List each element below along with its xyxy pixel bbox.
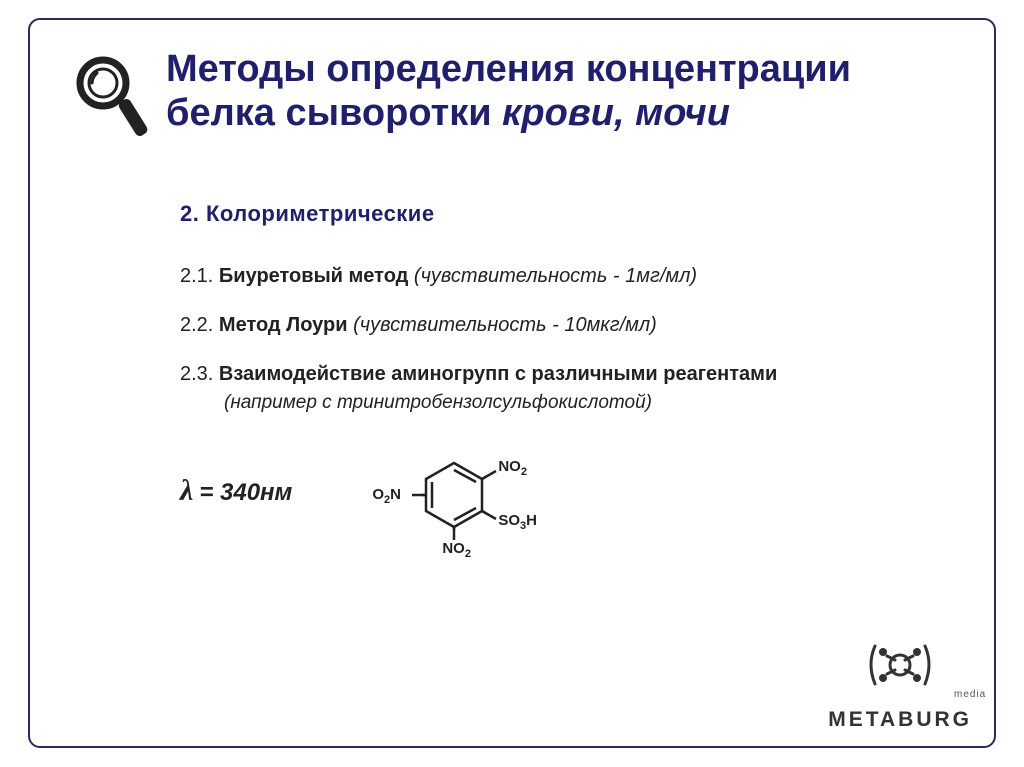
mol-right-tail: H [526,512,537,529]
method-name: Биуретовый метод [219,265,408,287]
method-num: 2.1. [180,265,213,287]
title-block: Методы определения концентрации белка сы… [166,48,851,135]
lambda-symbol: λ [180,474,193,508]
mol-left-tail: N [390,486,401,503]
lambda-eq: = 340нм [199,479,292,507]
formula-row: λ = 340нм [180,426,954,556]
molecule-bonds-icon [332,426,572,556]
mol-bot-text: NO [442,540,465,557]
method-item: 2.1. Биуретовый метод (чувствительность … [180,263,954,290]
slide-header: Методы определения концентрации белка сы… [70,48,954,151]
lambda-value: λ = 340нм [180,474,292,508]
mol-left-pre: O [372,486,384,503]
molecule-label-top: NO2 [498,458,527,478]
logo-media-text: media [898,689,1024,700]
mol-top-sub: 2 [521,466,527,478]
method-item: 2.3. Взаимодействие аминогрупп с различн… [180,361,954,416]
section-heading: 2. Колориметрические [180,201,954,227]
method-name: Взаимодействие аминогрупп с различными р… [219,363,777,385]
logo: media METABURG [828,638,972,732]
slide-frame: Методы определения концентрации белка сы… [28,18,996,748]
title-line1: Методы определения концентрации [166,48,851,90]
molecule-label-bottom: NO2 [442,540,471,560]
method-num: 2.3. [180,363,213,385]
mol-top-text: NO [498,458,521,475]
molecule-label-left: O2N [372,486,401,506]
methods-list: 2.1. Биуретовый метод (чувствительность … [180,263,954,416]
mol-bot-sub: 2 [465,548,471,560]
magnifier-icon [70,54,148,151]
title-line2a: белка сыворотки [166,92,502,134]
slide-title: Методы определения концентрации белка сы… [166,48,851,135]
method-num: 2.2. [180,314,213,336]
title-line2b: крови, мочи [502,92,730,134]
mol-right-text: SO [498,512,520,529]
molecule-structure: NO2 SO3H NO2 O2N [332,426,572,556]
method-subdetail: (например с тринитробензолсульфокислотой… [224,390,954,416]
method-item: 2.2. Метод Лоури (чувствительность - 10м… [180,312,954,339]
method-name: Метод Лоури [219,314,348,336]
section-number: 2. [180,201,199,226]
logo-text: METABURG [828,708,972,732]
method-detail: (чувствительность - 10мкг/мл) [353,314,657,336]
method-detail: (чувствительность - 1мг/мл) [414,265,697,287]
molecule-label-right: SO3H [498,512,537,532]
section-label: Колориметрические [206,201,435,226]
